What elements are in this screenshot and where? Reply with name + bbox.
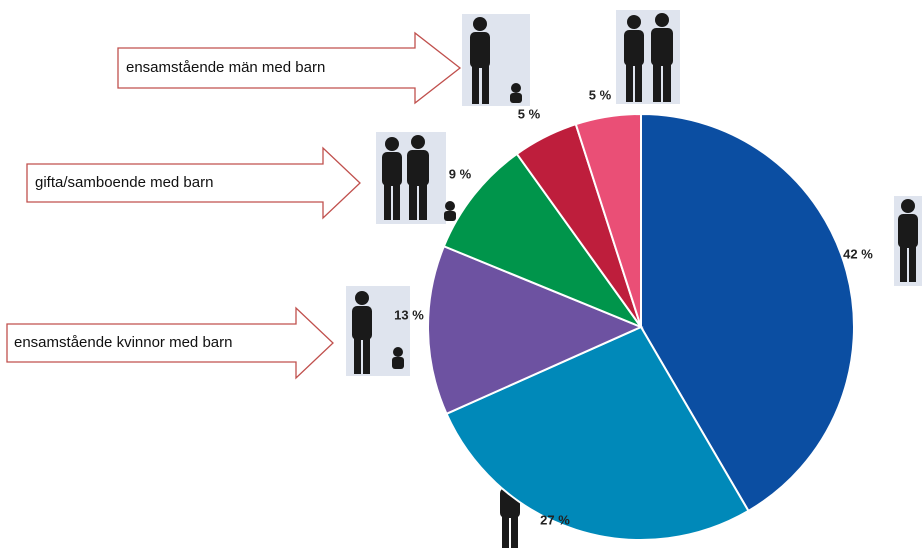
arrow — [6, 306, 334, 380]
annotation: gifta/samboende med barn — [35, 174, 213, 191]
annotation: ensamstående kvinnor med barn — [14, 334, 232, 351]
pie-slice — [574, 112, 642, 328]
value-label: 5 % — [518, 106, 541, 121]
pie-slice — [442, 152, 644, 330]
annotation: ensamstående män med barn — [126, 59, 325, 76]
value-label: 5 % — [589, 87, 612, 102]
value-label: 27 % — [540, 512, 570, 527]
value-label: 9 % — [449, 166, 472, 181]
pie-slice — [640, 112, 855, 513]
annotation-arrows — [6, 31, 462, 380]
value-label: 13 % — [394, 307, 424, 322]
value-label: 42 % — [843, 246, 873, 261]
arrow — [117, 31, 462, 105]
arrow — [26, 146, 361, 220]
pie-slice — [427, 244, 644, 416]
icons — [346, 10, 922, 548]
